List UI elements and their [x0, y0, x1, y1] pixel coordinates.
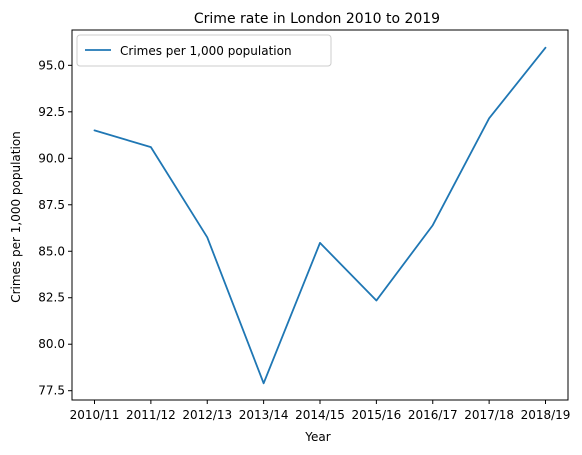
x-tick-label: 2013/14: [239, 408, 289, 422]
y-tick-label: 77.5: [38, 384, 65, 398]
x-tick-label: 2014/15: [295, 408, 345, 422]
plot-area: [71, 29, 569, 401]
y-tick-label: 85.0: [38, 244, 65, 258]
y-tick-label: 90.0: [38, 151, 65, 165]
x-tick-label: 2015/16: [351, 408, 401, 422]
legend: Crimes per 1,000 population: [76, 34, 332, 67]
y-axis-label: Crimes per 1,000 population: [9, 131, 23, 303]
x-tick-label: 2016/17: [408, 408, 458, 422]
legend-box: [76, 34, 332, 67]
x-axis-ticks: 2010/11 2011/12 2012/13 2013/14 2014/15 2015/…: [70, 400, 571, 422]
x-tick-label: 2012/13: [182, 408, 232, 422]
chart-title: Crime rate in London 2010 to 2019: [194, 11, 440, 27]
y-tick-label: 82.5: [38, 291, 65, 305]
legend-label: Crimes per 1,000 population: [120, 44, 292, 58]
y-axis-ticks: 77.5 80.0 82.5 85.0 87.5 90.0 92.5 95.0: [38, 58, 72, 398]
x-tick-label: 2011/12: [126, 408, 176, 422]
x-tick-label: 2018/19: [521, 408, 571, 422]
x-tick-label: 2017/18: [464, 408, 514, 422]
x-tick-label: 2010/11: [70, 408, 120, 422]
y-tick-label: 80.0: [38, 337, 65, 351]
y-tick-label: 87.5: [38, 198, 65, 212]
series-lines: [93, 46, 547, 385]
series-line: [93, 46, 547, 385]
y-tick-label: 95.0: [38, 58, 65, 72]
y-tick-label: 92.5: [38, 105, 65, 119]
x-axis-label: Year: [304, 430, 330, 444]
